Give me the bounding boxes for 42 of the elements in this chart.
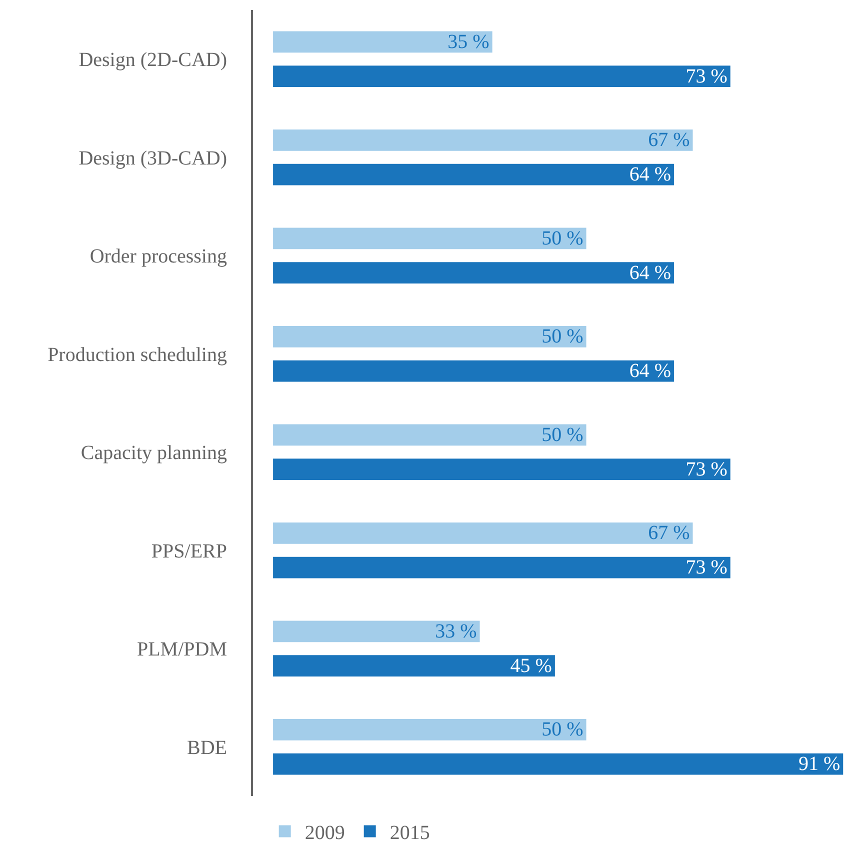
legend-label: 2015	[390, 822, 430, 844]
y-tick-label: Production scheduling	[48, 344, 227, 366]
bar	[273, 424, 586, 446]
bar	[273, 326, 586, 348]
data-label: 73 %	[686, 556, 728, 579]
bar	[273, 262, 674, 284]
bar	[273, 522, 693, 544]
data-label: 64 %	[629, 262, 671, 284]
y-tick-label: BDE	[187, 736, 227, 759]
data-label: 50 %	[542, 326, 584, 348]
bar	[273, 753, 844, 775]
y-tick-label: Design (2D-CAD)	[78, 49, 227, 72]
data-label: 73 %	[686, 458, 728, 480]
data-label: 45 %	[510, 654, 552, 677]
y-tick-label: Capacity planning	[80, 442, 227, 464]
bar	[273, 164, 674, 186]
y-tick-label: Design (3D-CAD)	[78, 147, 227, 170]
y-tick-label: PPS/ERP	[151, 540, 227, 562]
data-label: 91 %	[798, 753, 840, 776]
bar	[273, 31, 492, 53]
bar	[273, 228, 586, 250]
data-label: 50 %	[542, 227, 584, 250]
bar	[273, 130, 693, 151]
data-label: 73 %	[686, 65, 728, 88]
data-label: 67 %	[648, 522, 690, 544]
y-tick-label: Order processing	[90, 246, 227, 268]
bar	[273, 655, 555, 676]
data-label: 64 %	[629, 164, 671, 186]
bar	[273, 719, 586, 740]
y-tick-label: PLM/PDM	[136, 638, 228, 661]
data-label: 35 %	[448, 30, 490, 53]
data-label: 64 %	[629, 360, 671, 382]
bar	[273, 360, 674, 382]
data-label: 33 %	[435, 620, 477, 642]
data-label: 50 %	[542, 718, 584, 741]
bar	[273, 458, 730, 480]
bar	[273, 556, 730, 578]
bar	[273, 620, 480, 642]
data-label: 67 %	[648, 129, 690, 152]
legend-label: 2009	[304, 822, 345, 844]
data-label: 50 %	[542, 424, 584, 446]
bar	[273, 66, 730, 87]
